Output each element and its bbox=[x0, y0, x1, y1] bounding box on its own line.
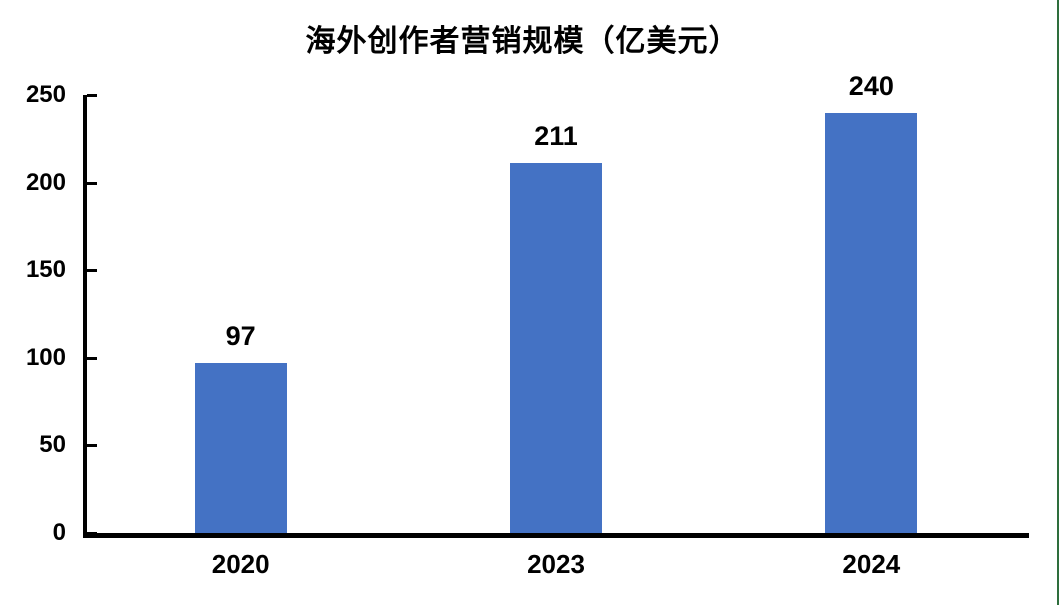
bar-value-label: 211 bbox=[534, 121, 578, 152]
x-category-label: 2024 bbox=[842, 549, 901, 579]
x-category-label: 2023 bbox=[527, 549, 585, 579]
bar-value-label: 97 bbox=[225, 321, 256, 352]
bar-2023 bbox=[510, 163, 602, 533]
y-tick-mark bbox=[87, 532, 97, 535]
y-tick-mark bbox=[87, 181, 97, 185]
y-tick-mark bbox=[87, 444, 97, 448]
right-border-line bbox=[1057, 0, 1059, 605]
y-tick-label: 150 bbox=[25, 256, 66, 284]
y-tick-mark bbox=[87, 356, 97, 360]
x-axis bbox=[83, 533, 1029, 538]
bar-value-label: 240 bbox=[848, 70, 894, 101]
y-axis bbox=[83, 95, 87, 537]
y-tick-label: 0 bbox=[52, 519, 66, 546]
x-category-label: 2020 bbox=[211, 549, 270, 579]
bar-2020 bbox=[194, 363, 287, 533]
y-tick-mark bbox=[87, 269, 97, 273]
y-tick-label: 200 bbox=[25, 168, 66, 196]
bar-2024 bbox=[825, 112, 918, 533]
y-tick-mark bbox=[87, 94, 97, 97]
y-tick-label: 50 bbox=[39, 431, 66, 459]
y-tick-label: 100 bbox=[25, 343, 66, 371]
chart-title: 海外创作者营销规模（亿美元） bbox=[305, 24, 740, 59]
y-tick-label: 250 bbox=[25, 81, 66, 108]
